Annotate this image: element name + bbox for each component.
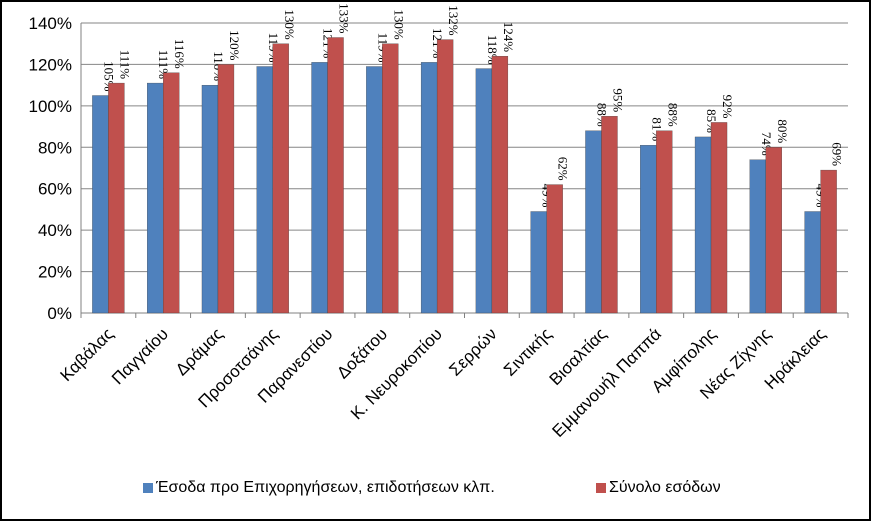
bar-pre-subsidy bbox=[311, 62, 328, 314]
y-tick-label: 120% bbox=[29, 55, 72, 74]
legend-swatch bbox=[143, 483, 153, 493]
bar-pre-subsidy bbox=[147, 82, 164, 314]
bar-total bbox=[820, 169, 837, 314]
y-tick-label: 0% bbox=[47, 304, 72, 323]
bar-total bbox=[656, 130, 673, 314]
y-tick-label: 40% bbox=[38, 221, 72, 240]
bar-pre-subsidy bbox=[804, 211, 821, 314]
data-label: 130% bbox=[282, 9, 297, 40]
bar-total bbox=[436, 39, 454, 314]
bar-total bbox=[601, 116, 618, 314]
legend-entry: Σύνολο εσόδων bbox=[609, 479, 721, 496]
data-label: 111% bbox=[117, 50, 132, 80]
bar-pre-subsidy bbox=[530, 211, 547, 314]
legend-swatch bbox=[596, 483, 606, 493]
bar-pre-subsidy bbox=[92, 95, 109, 314]
data-label: 116% bbox=[172, 39, 187, 69]
bar-pre-subsidy bbox=[640, 145, 657, 314]
data-label: 124% bbox=[501, 22, 516, 53]
y-tick-label: 100% bbox=[29, 97, 72, 116]
data-label: 130% bbox=[391, 9, 406, 40]
data-label: 132% bbox=[446, 5, 461, 36]
y-tick-label: 60% bbox=[38, 180, 72, 199]
data-label: 69% bbox=[830, 142, 845, 166]
data-label: 133% bbox=[337, 3, 352, 34]
bar-pre-subsidy bbox=[420, 62, 438, 314]
bar-pre-subsidy bbox=[201, 84, 219, 314]
bar-total bbox=[272, 43, 289, 314]
bar-total bbox=[217, 64, 235, 314]
data-label: 88% bbox=[665, 103, 680, 127]
bar-total bbox=[327, 37, 344, 314]
bar-pre-subsidy bbox=[694, 136, 712, 314]
bar-pre-subsidy bbox=[749, 159, 766, 314]
y-tick-label: 20% bbox=[38, 263, 72, 282]
bar-total bbox=[491, 55, 509, 314]
bar-total bbox=[765, 147, 782, 314]
data-label: 111% bbox=[156, 50, 171, 80]
data-label: 92% bbox=[720, 95, 735, 119]
category-label: Παγγαίου bbox=[108, 324, 172, 388]
bar-total bbox=[546, 184, 563, 314]
bar-pre-subsidy bbox=[256, 66, 273, 314]
legend-entry: Έσοδα προ Επιχορηγήσεων, επιδοτήσεων κλπ… bbox=[155, 479, 495, 496]
bar-pre-subsidy bbox=[366, 66, 383, 314]
data-label: 62% bbox=[556, 157, 571, 181]
y-tick-label: 80% bbox=[38, 138, 72, 157]
bar-total bbox=[163, 72, 180, 314]
y-tick-label: 140% bbox=[29, 14, 72, 33]
category-label: Σιντικής bbox=[500, 324, 555, 379]
bar-total bbox=[710, 122, 728, 314]
bar-total bbox=[108, 82, 125, 314]
bar-pre-subsidy bbox=[585, 130, 602, 314]
data-label: 120% bbox=[227, 30, 242, 61]
data-label: 80% bbox=[775, 119, 790, 143]
category-label: Σερρών bbox=[445, 324, 500, 379]
bar-pre-subsidy bbox=[475, 68, 493, 314]
category-label: Δράμας bbox=[172, 324, 227, 379]
data-label: 95% bbox=[610, 88, 625, 112]
bar-total bbox=[382, 43, 399, 314]
